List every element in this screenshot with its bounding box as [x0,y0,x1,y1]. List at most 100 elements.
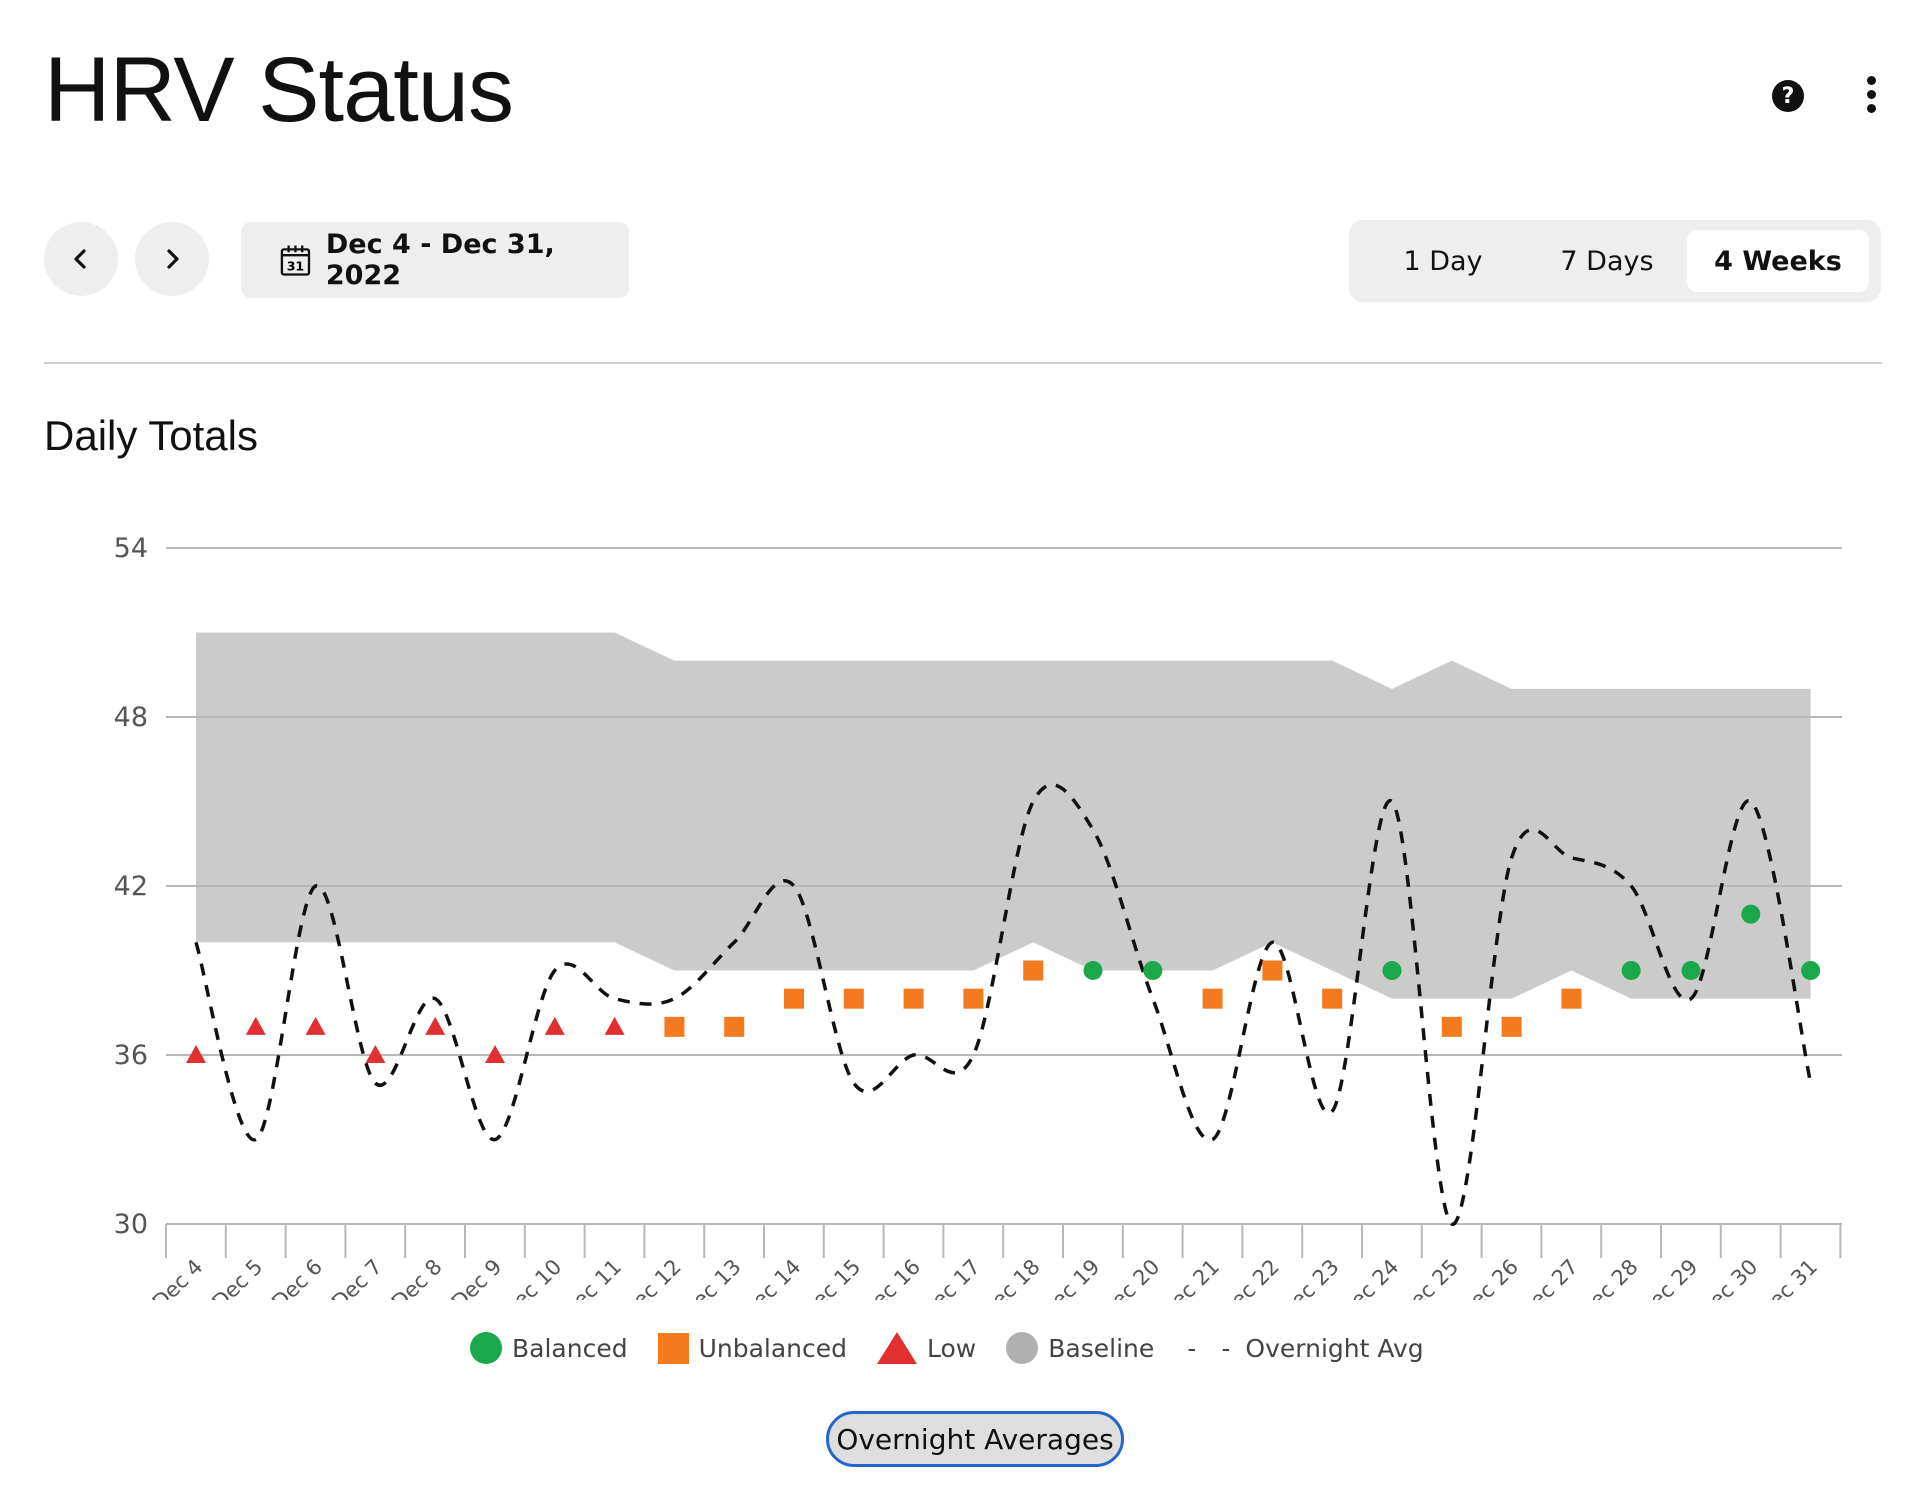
legend-balanced-swatch [470,1332,502,1364]
legend-low-swatch [877,1332,918,1364]
chevron-left-icon [74,249,86,269]
more-dot [1866,90,1876,99]
calendar-icon: 31 [280,245,311,276]
overnight-averages-toggle[interactable]: Overnight Averages [826,1411,1124,1467]
range-tabs: 1 Day 7 Days 4 Weeks [1349,220,1881,302]
x-tick-label: Dec 31 [1753,1255,1822,1300]
x-tick-label: Dec 27 [1514,1255,1583,1300]
more-vertical-icon[interactable] [1858,76,1884,118]
x-tick-label: Dec 30 [1693,1255,1762,1300]
tab-7-days[interactable]: 7 Days [1560,245,1654,277]
baseline-band [196,632,1811,999]
hrv-chart: 30 36 42 48 54 Dec 4 Dec 5 Dec 6 Dec 7 Dec 8 Dec 9… [114,533,1842,1300]
low-marker [305,1016,326,1035]
legend-balanced-label: Balanced [512,1333,628,1363]
y-tick-label: 42 [114,871,148,902]
x-tick-label: Dec 16 [856,1255,925,1300]
x-tick-label: Dec 23 [1274,1255,1343,1300]
legend-overnight-swatch: - - [1184,1333,1236,1363]
low-marker [186,1045,206,1063]
legend-unbalanced-label: Unbalanced [698,1333,848,1363]
help-icon[interactable]: ? [1772,80,1804,112]
y-tick-label: 48 [114,702,148,733]
unbalanced-marker [724,1016,745,1037]
legend-baseline-label: Baseline [1048,1333,1155,1363]
unbalanced-marker [1441,1016,1462,1037]
unbalanced-marker [963,988,984,1009]
unbalanced-marker [1202,988,1223,1009]
balanced-marker [1741,904,1761,924]
x-tick-label: Dec 4 [148,1255,208,1300]
previous-range-button[interactable] [44,222,118,296]
divider [44,362,1882,364]
low-marker [485,1045,505,1063]
low-marker [425,1016,446,1035]
x-tick-label: Dec 7 [327,1255,387,1300]
date-range-button[interactable]: 31 Dec 4 - Dec 31, 2022 [241,222,629,298]
chart-legend: Balanced Unbalanced Low Baseline - - Ove… [470,1332,1454,1364]
page-title: HRV Status [44,39,514,141]
x-tick-label: Dec 28 [1573,1255,1642,1300]
x-tick-label: Dec 15 [796,1255,865,1300]
legend-balanced[interactable]: Balanced [470,1332,628,1364]
balanced-marker [1681,961,1701,980]
unbalanced-marker [664,1016,685,1037]
unbalanced-marker [903,988,924,1009]
x-tick-label: Dec 14 [736,1255,805,1300]
y-tick-label: 54 [114,533,148,564]
legend-overnight-label: Overnight Avg [1245,1333,1424,1363]
x-tick-label: Dec 9 [447,1255,507,1300]
unbalanced-marker [1501,1016,1522,1037]
legend-baseline-swatch [1006,1332,1039,1364]
x-tick-label: Dec 26 [1454,1255,1523,1300]
x-tick-label: Dec 19 [1035,1255,1104,1300]
balanced-marker [1621,961,1641,980]
legend-low-label: Low [927,1333,977,1363]
date-range-label: Dec 4 - Dec 31, 2022 [325,229,555,291]
low-marker [365,1045,386,1063]
x-tick-label: Dec 11 [557,1255,626,1300]
x-tick-label: Dec 8 [387,1255,447,1300]
y-tick-label: 36 [114,1040,148,1071]
x-tick-label: Dec 24 [1334,1255,1403,1300]
legend-baseline[interactable]: Baseline [1006,1332,1154,1364]
x-tick-label: Dec 22 [1215,1255,1284,1300]
tab-4-weeks[interactable]: 4 Weeks [1687,230,1869,292]
low-marker [245,1016,266,1035]
legend-low[interactable]: Low [877,1332,976,1364]
balanced-marker [1083,961,1103,980]
unbalanced-marker [1322,988,1343,1009]
more-dot [1866,104,1876,113]
overnight-avg-line [194,783,1813,1226]
balanced-marker [1143,961,1163,980]
x-tick-label: Dec 6 [267,1255,327,1300]
x-tick-label: Dec 20 [1095,1255,1164,1300]
section-title: Daily Totals [44,412,258,459]
legend-overnight-avg[interactable]: - - Overnight Avg [1184,1334,1423,1363]
chevron-right-icon [167,249,179,269]
balanced-marker [1382,961,1402,980]
unbalanced-marker [1561,988,1582,1009]
legend-unbalanced[interactable]: Unbalanced [657,1332,848,1364]
x-tick-label: Dec 12 [617,1255,686,1300]
unbalanced-marker [1023,960,1044,981]
x-tick-label: Dec 17 [916,1255,985,1300]
low-marker [604,1016,625,1035]
x-tick-label: Dec 5 [207,1255,267,1300]
x-tick-label: Dec 18 [975,1255,1044,1300]
y-tick-label: 30 [114,1209,148,1240]
x-tick-label: Dec 21 [1155,1255,1224,1300]
low-marker [544,1016,565,1035]
legend-unbalanced-swatch [657,1332,689,1364]
next-range-button[interactable] [135,222,209,296]
x-tick-label: Dec 10 [497,1255,566,1300]
x-tick-label: Dec 29 [1633,1255,1702,1300]
more-dot [1866,76,1876,85]
x-tick-label: Dec 13 [676,1255,745,1300]
balanced-marker [1801,961,1821,980]
tab-1-day[interactable]: 1 Day [1403,245,1483,277]
calendar-day-number: 31 [287,259,304,274]
x-tick-label: Dec 25 [1394,1255,1463,1300]
unbalanced-marker [843,988,864,1009]
unbalanced-marker [784,988,804,1009]
